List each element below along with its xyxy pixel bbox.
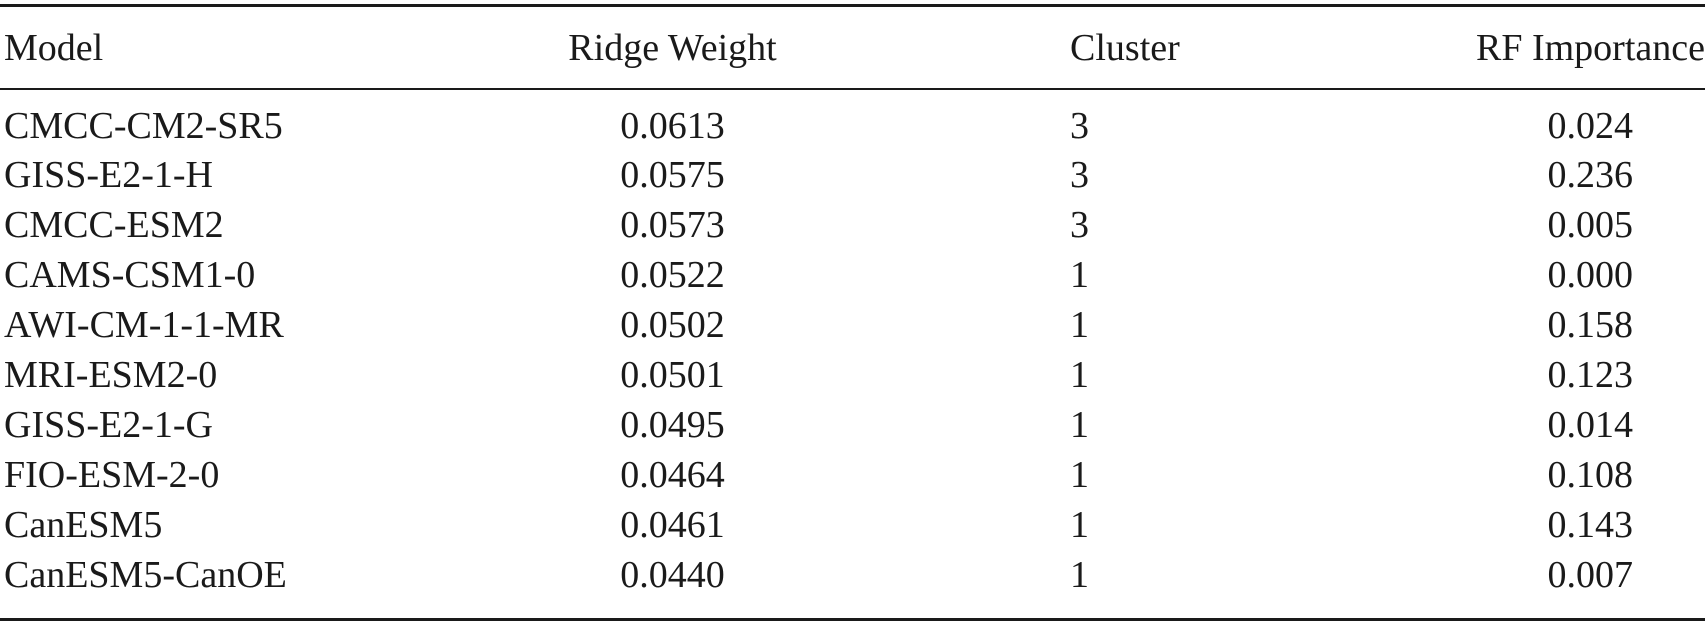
cell-ridge-weight: 0.0461 <box>620 504 725 546</box>
table-row: CanESM5 0.0461 1 0.143 <box>0 500 1705 550</box>
cell-model: CMCC-CM2-SR5 <box>4 105 283 147</box>
table-header: Model Ridge Weight Cluster RF Importance <box>0 7 1705 88</box>
cell-rf-importance: 0.123 <box>1547 354 1634 396</box>
table-row: GISS-E2-1-G 0.0495 1 0.014 <box>0 400 1705 450</box>
cell-cluster: 1 <box>1070 504 1089 546</box>
model-weights-table: Model Ridge Weight Cluster RF Importance… <box>0 7 1705 600</box>
cell-ridge-weight: 0.0502 <box>620 304 725 346</box>
header-model: Model <box>4 26 104 69</box>
cell-cluster: 3 <box>1070 204 1089 246</box>
cell-rf-importance: 0.143 <box>1547 504 1634 546</box>
table-row: AWI-CM-1-1-MR 0.0502 1 0.158 <box>0 300 1705 350</box>
header-ridge-weight: Ridge Weight <box>568 26 777 69</box>
cell-rf-importance: 0.024 <box>1547 105 1634 147</box>
table-row: MRI-ESM2-0 0.0501 1 0.123 <box>0 350 1705 400</box>
table-row: FIO-ESM-2-0 0.0464 1 0.108 <box>0 450 1705 500</box>
cell-rf-importance: 0.014 <box>1547 404 1634 446</box>
cell-model: CanESM5-CanOE <box>4 554 287 596</box>
cell-cluster: 1 <box>1070 254 1089 296</box>
table-row: CanESM5-CanOE 0.0440 1 0.007 <box>0 550 1705 600</box>
table-bottom-rule <box>0 618 1705 621</box>
cell-ridge-weight: 0.0573 <box>620 204 725 246</box>
cell-rf-importance: 0.108 <box>1547 454 1634 496</box>
cell-rf-importance: 0.005 <box>1547 204 1634 246</box>
cell-cluster: 1 <box>1070 554 1089 596</box>
table-top-rule <box>0 4 1705 7</box>
table-header-rule <box>0 88 1705 90</box>
cell-model: GISS-E2-1-G <box>4 404 213 446</box>
cell-ridge-weight: 0.0440 <box>620 554 725 596</box>
header-rf-importance: RF Importance <box>1475 26 1705 69</box>
cell-cluster: 3 <box>1070 105 1089 147</box>
cell-model: AWI-CM-1-1-MR <box>4 304 284 346</box>
cell-rf-importance: 0.158 <box>1547 304 1634 346</box>
header-cluster: Cluster <box>1070 26 1180 69</box>
cell-model: MRI-ESM2-0 <box>4 354 218 396</box>
table-row: CAMS-CSM1-0 0.0522 1 0.000 <box>0 250 1705 300</box>
header-row: Model Ridge Weight Cluster RF Importance <box>0 7 1705 88</box>
table-row: GISS-E2-1-H 0.0575 3 0.236 <box>0 150 1705 200</box>
table-row: CMCC-ESM2 0.0573 3 0.005 <box>0 200 1705 250</box>
cell-cluster: 1 <box>1070 404 1089 446</box>
cell-ridge-weight: 0.0613 <box>620 105 725 147</box>
table-row: CMCC-CM2-SR5 0.0613 3 0.024 <box>0 88 1705 150</box>
cell-model: CAMS-CSM1-0 <box>4 254 256 296</box>
cell-rf-importance: 0.236 <box>1547 154 1634 196</box>
cell-ridge-weight: 0.0522 <box>620 254 725 296</box>
cell-model: FIO-ESM-2-0 <box>4 454 220 496</box>
cell-rf-importance: 0.007 <box>1547 554 1634 596</box>
cell-cluster: 1 <box>1070 304 1089 346</box>
cell-cluster: 3 <box>1070 154 1089 196</box>
cell-model: CMCC-ESM2 <box>4 204 224 246</box>
cell-ridge-weight: 0.0464 <box>620 454 725 496</box>
table-body: CMCC-CM2-SR5 0.0613 3 0.024 GISS-E2-1-H … <box>0 88 1705 600</box>
cell-ridge-weight: 0.0575 <box>620 154 725 196</box>
cell-cluster: 1 <box>1070 454 1089 496</box>
cell-rf-importance: 0.000 <box>1547 254 1634 296</box>
cell-cluster: 1 <box>1070 354 1089 396</box>
cell-ridge-weight: 0.0501 <box>620 354 725 396</box>
cell-model: GISS-E2-1-H <box>4 154 213 196</box>
cell-ridge-weight: 0.0495 <box>620 404 725 446</box>
cell-model: CanESM5 <box>4 504 163 546</box>
